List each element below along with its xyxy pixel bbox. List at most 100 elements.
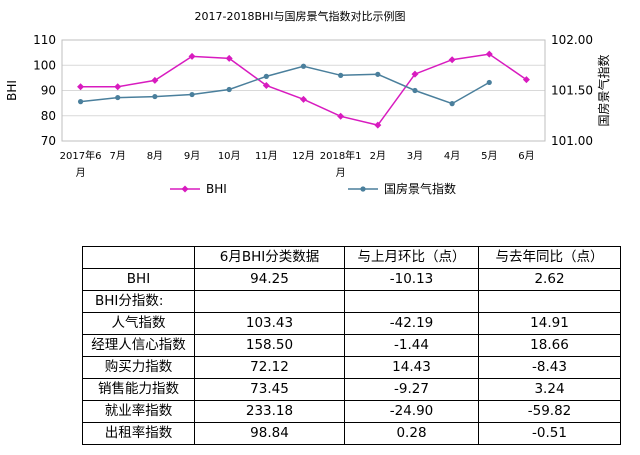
june-bhi-value: 94.25 <box>194 268 345 291</box>
mom-change: -10.13 <box>344 268 479 291</box>
row-label: 购买力指数 <box>82 356 195 379</box>
yoy-change: 3.24 <box>478 378 621 401</box>
legend-label: BHI <box>206 182 227 196</box>
june-bhi-value: 103.43 <box>194 312 345 335</box>
bhi-data-table: 6月BHI分类数据 与上月环比（点） 与去年同比（点） BHI 94.25 -10.13 2… <box>82 246 621 445</box>
x-tick-label: 10月 <box>218 150 241 162</box>
row-label: 经理人信心指数 <box>82 334 195 357</box>
data-point <box>115 94 121 101</box>
x-tick-label: 12月 <box>292 150 315 162</box>
legend-label: 国房景气指数 <box>384 181 456 196</box>
y-left-tick-label: 110 <box>33 33 56 47</box>
data-point <box>338 72 344 78</box>
yoy-change: 2.62 <box>478 268 621 291</box>
mom-change: 14.43 <box>344 356 479 379</box>
x-tick-label: 2018年1 <box>320 149 362 162</box>
data-point <box>263 73 269 79</box>
data-point <box>412 87 418 94</box>
june-bhi-value: 98.84 <box>194 422 345 445</box>
yoy-change: -8.43 <box>478 356 621 379</box>
x-tick-label: 月 <box>336 167 346 179</box>
mom-change: -1.44 <box>344 334 479 357</box>
data-point <box>262 81 270 89</box>
row-label: BHI分指数: <box>82 290 195 313</box>
june-bhi-value: 72.12 <box>194 356 345 379</box>
yoy-change <box>478 290 621 313</box>
june-bhi-value: 73.45 <box>194 378 345 401</box>
table-row: 人气指数 103.43 -42.19 14.91 <box>82 312 621 335</box>
table-row: 购买力指数 72.12 14.43 -8.43 <box>82 356 621 379</box>
y-left-tick-label: 70 <box>41 134 56 148</box>
legend-marker <box>181 185 189 193</box>
data-point <box>151 76 159 84</box>
data-point <box>448 56 456 64</box>
x-tick-label: 月 <box>76 167 86 179</box>
data-point <box>337 112 345 120</box>
table-header-cell: 6月BHI分类数据 <box>194 246 345 269</box>
data-point <box>188 52 196 60</box>
table-header-cell <box>82 246 195 269</box>
x-tick-label: 8月 <box>147 150 163 162</box>
table-row: 就业率指数 233.18 -24.90 -59.82 <box>82 400 621 423</box>
y-left-axis-label: BHI <box>5 80 19 101</box>
x-tick-label: 4月 <box>444 150 460 162</box>
table-row: BHI 94.25 -10.13 2.62 <box>82 268 621 291</box>
yoy-change: -0.51 <box>478 422 621 445</box>
data-point <box>226 86 232 93</box>
data-point <box>449 101 455 107</box>
y-right-tick-label: 101.50 <box>551 84 593 98</box>
data-point <box>152 93 158 100</box>
row-label: 出租率指数 <box>82 422 195 445</box>
legend-marker <box>360 186 366 192</box>
x-tick-label: 5月 <box>481 150 497 162</box>
chart-title: 2017-2018BHI与国房景气指数对比示例图 <box>194 9 405 23</box>
x-tick-label: 2月 <box>370 150 386 162</box>
yoy-change: 14.91 <box>478 312 621 335</box>
y-left-tick-label: 80 <box>41 109 56 123</box>
june-bhi-value <box>194 290 345 313</box>
y-left-tick-label: 90 <box>41 84 56 98</box>
x-tick-label: 2017年6 <box>60 149 102 162</box>
data-point <box>77 83 85 91</box>
june-bhi-value: 158.50 <box>194 334 345 357</box>
table-row: 销售能力指数 73.45 -9.27 3.24 <box>82 378 621 401</box>
row-label: 销售能力指数 <box>82 378 195 401</box>
yoy-change: 18.66 <box>478 334 621 357</box>
y-right-tick-label: 102.00 <box>551 33 593 47</box>
mom-change: -42.19 <box>344 312 479 335</box>
x-tick-label: 11月 <box>255 150 278 162</box>
table-header-row: 6月BHI分类数据 与上月环比（点） 与去年同比（点） <box>82 246 621 269</box>
data-point <box>486 79 492 86</box>
x-tick-label: 6月 <box>518 150 534 162</box>
yoy-change: -59.82 <box>478 400 621 423</box>
series-line-2 <box>80 65 490 105</box>
data-point <box>374 121 382 129</box>
y-right-tick-label: 101.00 <box>551 134 593 148</box>
bhi-comparison-chart: 2017-2018BHI与国房景气指数对比示例图 70 80 90 100 110 101.… <box>5 9 611 196</box>
data-point <box>485 50 493 58</box>
table-header-cell: 与上月环比（点） <box>344 246 479 269</box>
plot-area <box>61 39 546 142</box>
data-point <box>77 99 84 105</box>
mom-change: 0.28 <box>344 422 479 445</box>
x-tick-label: 3月 <box>407 150 423 162</box>
x-tick-label: 9月 <box>184 150 200 162</box>
row-label: 就业率指数 <box>82 400 195 423</box>
mom-change <box>344 290 479 313</box>
data-point <box>300 63 307 69</box>
table-row: 出租率指数 98.84 0.28 -0.51 <box>82 422 621 445</box>
table-header-cell: 与去年同比（点） <box>478 246 621 269</box>
data-point <box>522 76 530 84</box>
june-bhi-value: 233.18 <box>194 400 345 423</box>
data-point <box>225 54 233 62</box>
y-left-tick-label: 100 <box>33 58 56 72</box>
mom-change: -9.27 <box>344 378 479 401</box>
table-row: BHI分指数: <box>82 290 621 313</box>
row-label: BHI <box>82 268 195 291</box>
table-row: 经理人信心指数 158.50 -1.44 18.66 <box>82 334 621 357</box>
x-tick-label: 7月 <box>110 150 126 162</box>
data-point <box>114 83 122 91</box>
y-right-axis-label: 国房景气指数 <box>596 54 611 126</box>
data-point <box>189 91 195 98</box>
row-label: 人气指数 <box>82 312 195 335</box>
